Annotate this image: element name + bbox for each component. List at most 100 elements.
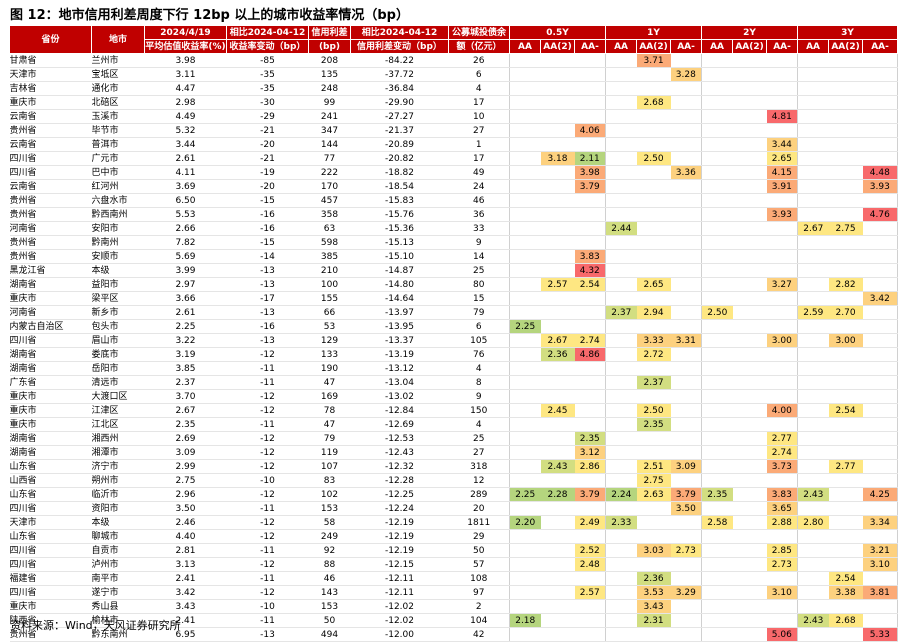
yield-change-cell: -13 — [226, 305, 309, 320]
yield-1y-aa-minus-cell — [670, 347, 702, 362]
yield-1y-aa-minus-cell — [670, 417, 702, 432]
yield-0-5y-aa-minus-cell: 3.79 — [574, 179, 606, 194]
yield-change-cell: -11 — [226, 613, 309, 628]
yield-3y-aa-cell — [797, 319, 829, 334]
yield-0-5y-aa2-cell — [540, 193, 575, 208]
yield-1y-aa2-cell: 2.75 — [636, 473, 671, 488]
table-row: 湖南省 湘西州 2.69 -12 79 -12.53 25 2.35 2.77 — [9, 431, 899, 446]
yield-1y-aa2-cell — [636, 319, 671, 334]
yield-3y-aa-cell — [797, 445, 829, 460]
yield-2y-aa-cell — [701, 599, 733, 614]
yield-1y-aa2-cell — [636, 221, 671, 236]
yield-3y-aa2-cell — [828, 81, 863, 96]
yield-1y-aa-cell — [605, 95, 637, 110]
city-cell: 资阳市 — [91, 501, 145, 516]
debt-balance-cell: 150 — [448, 403, 510, 418]
table-row: 福建省 南平市 2.41 -11 46 -12.11 108 2.36 2.54 — [9, 571, 899, 586]
yield-cell: 4.11 — [144, 165, 227, 180]
yield-3y-aa2-cell — [828, 207, 863, 222]
yield-0-5y-aa-minus-cell — [574, 235, 606, 250]
yield-3y-aa-cell: 2.43 — [797, 613, 829, 628]
yield-change-cell: -13 — [226, 333, 309, 348]
debt-balance-cell: 10 — [448, 109, 510, 124]
spread-change-cell: -15.10 — [350, 249, 449, 264]
yield-1y-aa2-cell — [636, 137, 671, 152]
yield-cell: 2.41 — [144, 613, 227, 628]
province-cell: 云南省 — [9, 179, 92, 194]
yield-0-5y-aa-cell — [509, 347, 541, 362]
yield-change-cell: -12 — [226, 445, 309, 460]
yield-3y-aa-cell — [797, 473, 829, 488]
spread-change-cell: -15.76 — [350, 207, 449, 222]
yield-0-5y-aa-cell: 2.20 — [509, 515, 541, 530]
city-cell: 广元市 — [91, 151, 145, 166]
yield-0-5y-aa2-cell — [540, 207, 575, 222]
yield-0-5y-aa-cell — [509, 599, 541, 614]
yield-2y-aa2-cell — [732, 361, 767, 376]
yield-0-5y-aa-cell — [509, 529, 541, 544]
yield-1y-aa2-cell — [636, 291, 671, 306]
header-spread-sub: (bp) — [308, 39, 351, 54]
yield-2y-aa-minus-cell — [766, 305, 798, 320]
yield-cell: 6.50 — [144, 193, 227, 208]
yield-1y-aa-cell — [605, 249, 637, 264]
province-cell: 四川省 — [9, 165, 92, 180]
yield-1y-aa-cell — [605, 207, 637, 222]
yield-0-5y-aa-cell — [509, 151, 541, 166]
yield-2y-aa-minus-cell: 3.27 — [766, 277, 798, 292]
yield-3y-aa-minus-cell: 3.21 — [862, 543, 899, 558]
yield-change-cell: -13 — [226, 263, 309, 278]
spread-cell: 100 — [308, 277, 351, 292]
yield-2y-aa2-cell — [732, 95, 767, 110]
city-cell: 宝坻区 — [91, 67, 145, 82]
yield-1y-aa-minus-cell — [670, 277, 702, 292]
yield-cell: 2.75 — [144, 473, 227, 488]
yield-1y-aa-minus-cell — [670, 627, 702, 642]
yield-1y-aa-cell — [605, 585, 637, 600]
debt-balance-cell: 15 — [448, 291, 510, 306]
table-row: 贵州省 六盘水市 6.50 -15 457 -15.83 46 — [9, 193, 899, 208]
debt-balance-cell: 50 — [448, 543, 510, 558]
debt-balance-cell: 20 — [448, 501, 510, 516]
header-rating-aa2: AA(2) — [732, 39, 768, 54]
table-row: 四川省 泸州市 3.13 -12 88 -12.15 57 2.48 2.73 3.10 — [9, 557, 899, 572]
yield-2y-aa2-cell — [732, 487, 767, 502]
yield-1y-aa2-cell — [636, 389, 671, 404]
province-cell: 陕西省 — [9, 613, 92, 628]
yield-0-5y-aa-minus-cell: 3.79 — [574, 487, 606, 502]
table-row: 甘肃省 兰州市 3.98 -85 208 -84.22 26 3.71 — [9, 53, 899, 68]
yield-change-cell: -11 — [226, 375, 309, 390]
yield-2y-aa-cell — [701, 473, 733, 488]
yield-cell: 4.47 — [144, 81, 227, 96]
yield-0-5y-aa-minus-cell: 3.98 — [574, 165, 606, 180]
yield-cell: 2.67 — [144, 403, 227, 418]
yield-change-cell: -10 — [226, 473, 309, 488]
yield-1y-aa-minus-cell: 3.09 — [670, 459, 702, 474]
yield-3y-aa2-cell — [828, 347, 863, 362]
yield-3y-aa-minus-cell — [862, 151, 899, 166]
yield-cell: 3.13 — [144, 557, 227, 572]
yield-0-5y-aa-minus-cell: 4.06 — [574, 123, 606, 138]
yield-3y-aa-cell — [797, 627, 829, 642]
yield-1y-aa-cell — [605, 123, 637, 138]
yield-3y-aa-minus-cell — [862, 347, 899, 362]
yield-1y-aa-minus-cell — [670, 81, 702, 96]
yield-2y-aa-cell — [701, 165, 733, 180]
yield-0-5y-aa2-cell — [540, 529, 575, 544]
yield-0-5y-aa-minus-cell: 4.86 — [574, 347, 606, 362]
header-rating-aa: AA — [605, 39, 638, 54]
yield-3y-aa2-cell — [828, 53, 863, 68]
header-spread-change-sub: 信用利差变动（bp） — [350, 39, 449, 54]
yield-2y-aa-cell — [701, 277, 733, 292]
yield-1y-aa-minus-cell — [670, 431, 702, 446]
yield-1y-aa-minus-cell: 3.28 — [670, 67, 702, 82]
yield-3y-aa-cell — [797, 529, 829, 544]
yield-0-5y-aa-cell — [509, 627, 541, 642]
yield-2y-aa-minus-cell: 2.88 — [766, 515, 798, 530]
table-row: 湖南省 岳阳市 3.85 -11 190 -13.12 4 — [9, 361, 899, 376]
yield-0-5y-aa2-cell: 2.67 — [540, 333, 575, 348]
yield-3y-aa2-cell — [828, 263, 863, 278]
province-cell: 四川省 — [9, 333, 92, 348]
yield-3y-aa-minus-cell: 3.81 — [862, 585, 899, 600]
table-row: 陕西省 榆林市 2.41 -11 50 -12.02 104 2.18 2.31 2.43 2.68 — [9, 613, 899, 628]
